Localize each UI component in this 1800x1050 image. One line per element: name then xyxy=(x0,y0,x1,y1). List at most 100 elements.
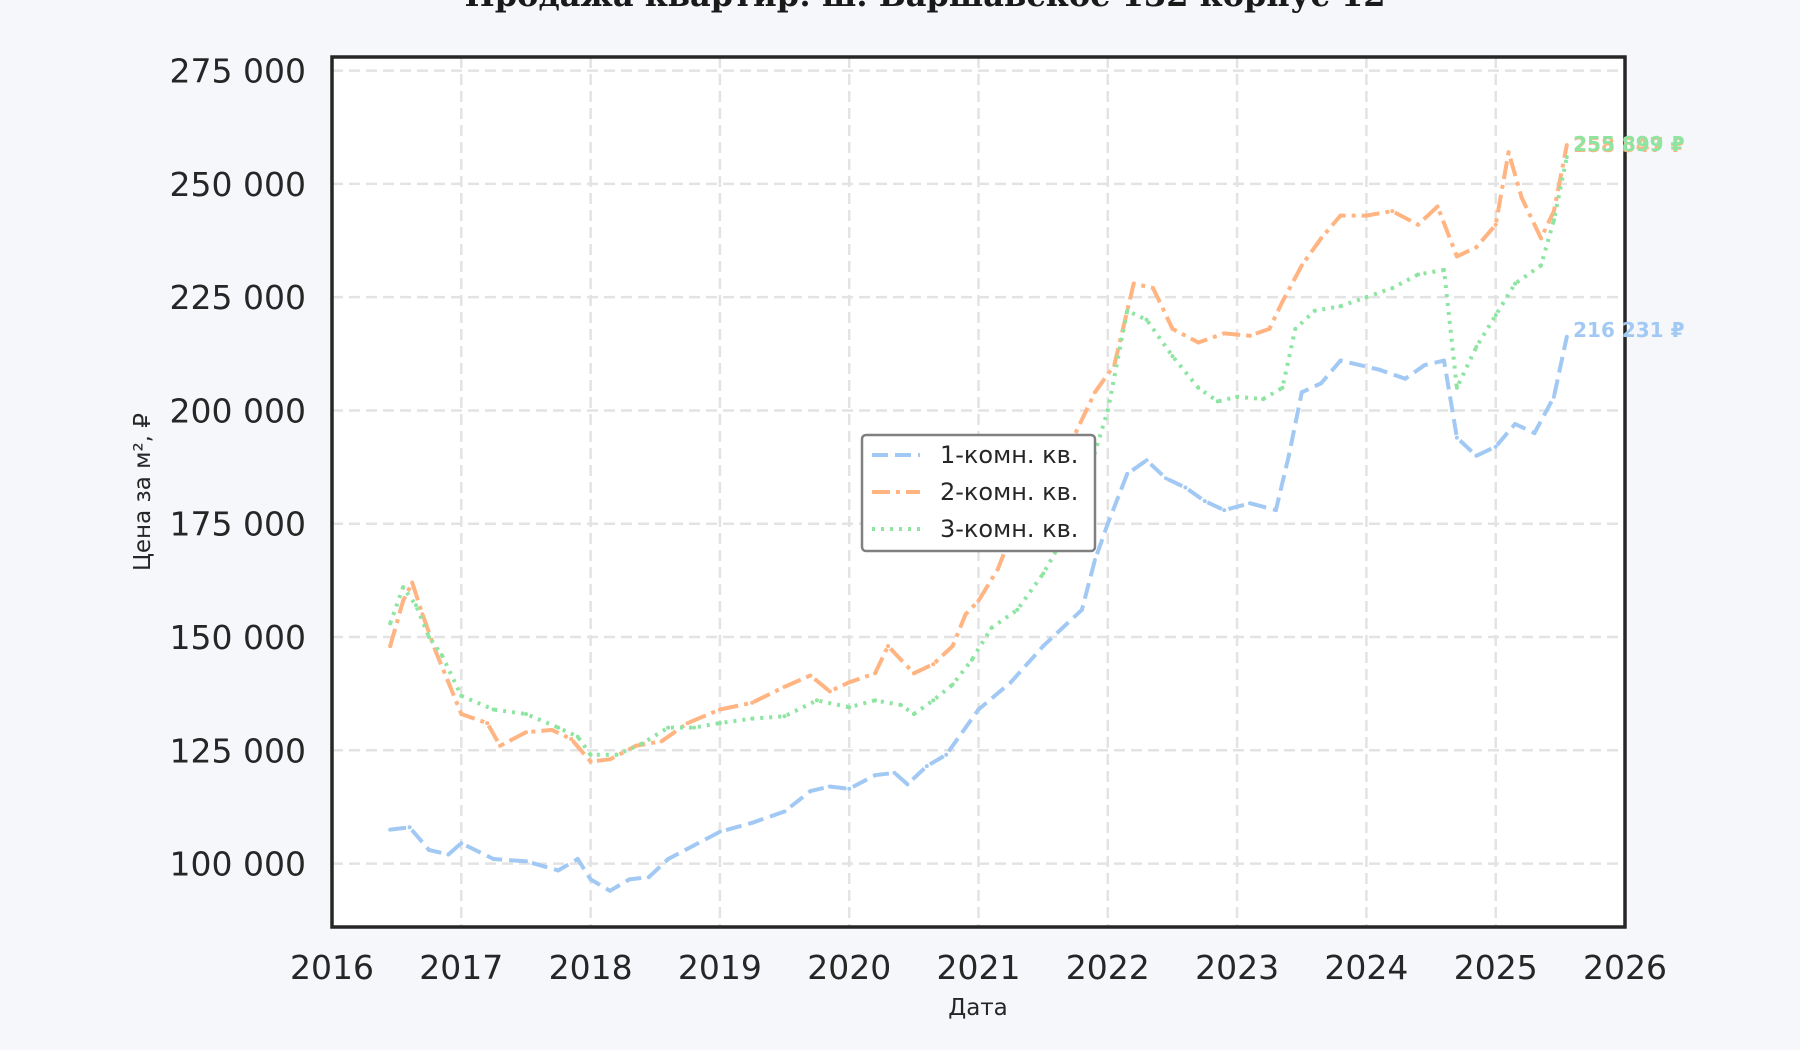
y-tick-label: 250 000 xyxy=(170,165,306,204)
data-point xyxy=(827,689,832,694)
data-point xyxy=(420,612,425,617)
data-point xyxy=(575,857,580,861)
data-point xyxy=(1364,295,1369,300)
data-point xyxy=(485,721,490,726)
legend-items: 1-комн. кв. 2-комн. кв. 3-комн. кв. xyxy=(872,441,1078,543)
data-point xyxy=(989,625,994,630)
data-point xyxy=(1551,394,1556,399)
data-point xyxy=(873,773,878,778)
data-point xyxy=(717,829,722,834)
data-point xyxy=(524,859,528,864)
x-tick-label: 2017 xyxy=(419,948,503,987)
data-point xyxy=(1280,385,1285,390)
x-tick-label: 2020 xyxy=(807,948,891,987)
data-point xyxy=(1519,195,1524,200)
data-point xyxy=(1377,367,1382,372)
data-point xyxy=(911,671,916,676)
data-point xyxy=(995,567,1000,571)
data-point xyxy=(407,825,412,830)
data-point xyxy=(1144,458,1149,463)
legend-label: 3-комн. кв. xyxy=(940,515,1078,543)
y-tick-label: 275 000 xyxy=(170,52,306,91)
data-point xyxy=(1041,571,1046,576)
data-point xyxy=(1539,236,1543,241)
data-point xyxy=(524,712,528,716)
data-point xyxy=(491,707,496,712)
data-point xyxy=(1248,501,1252,506)
x-tick-label: 2025 xyxy=(1454,948,1538,987)
end-value-label: 258 547 ₽ xyxy=(1573,133,1684,157)
data-point xyxy=(1151,286,1156,291)
data-point xyxy=(1196,340,1201,345)
end-labels: 216 231 ₽ 258 547 ₽255 899 ₽ xyxy=(1573,132,1684,342)
data-point xyxy=(401,585,406,590)
data-point xyxy=(446,852,451,857)
data-point xyxy=(588,759,593,764)
data-point xyxy=(608,757,612,762)
data-point xyxy=(931,662,936,667)
data-point xyxy=(886,644,890,649)
data-point xyxy=(549,727,554,732)
data-point xyxy=(459,712,464,716)
data-point xyxy=(950,682,955,687)
data-point xyxy=(1299,263,1304,268)
data-point xyxy=(1319,381,1324,386)
data-point xyxy=(1222,508,1227,513)
data-point xyxy=(1454,254,1459,259)
data-point xyxy=(970,657,974,662)
data-point xyxy=(524,730,528,735)
series-lines xyxy=(388,143,1569,893)
data-point xyxy=(750,700,755,705)
y-tick-label: 150 000 xyxy=(170,618,306,657)
data-point xyxy=(1454,435,1459,440)
data-point xyxy=(401,598,406,603)
data-point xyxy=(1493,444,1498,449)
data-point xyxy=(1299,390,1304,395)
legend-label: 1-комн. кв. xyxy=(940,441,1078,469)
y-tick-label: 100 000 xyxy=(170,845,306,884)
data-point xyxy=(1105,408,1110,413)
data-point xyxy=(976,598,981,603)
data-point xyxy=(1403,376,1408,381)
data-point xyxy=(1493,313,1498,318)
x-tick-label: 2018 xyxy=(549,948,633,987)
data-point xyxy=(692,843,696,848)
data-point xyxy=(1551,218,1556,223)
data-point xyxy=(963,612,968,617)
data-point xyxy=(427,848,431,852)
data-point xyxy=(1474,345,1479,349)
data-point xyxy=(1564,155,1569,160)
x-tick-label: 2023 xyxy=(1195,948,1279,987)
data-point xyxy=(782,714,787,719)
legend-label: 2-комн. кв. xyxy=(940,478,1078,506)
legend-box xyxy=(860,433,1097,553)
data-point xyxy=(1539,263,1543,268)
data-point xyxy=(1506,150,1511,155)
data-point xyxy=(614,752,619,757)
data-point xyxy=(1105,521,1110,526)
data-point xyxy=(1293,326,1298,331)
data-point xyxy=(1164,476,1168,481)
data-point xyxy=(911,712,916,716)
data-point xyxy=(556,725,561,730)
data-point xyxy=(1416,222,1421,227)
data-point xyxy=(446,680,451,685)
data-point xyxy=(873,671,878,676)
data-point xyxy=(750,820,755,825)
data-point xyxy=(685,721,690,726)
tick-labels: 2016 2017 2018 2019 2020 2021 2022 2023 2024 2025… xyxy=(170,52,1667,987)
data-point xyxy=(439,653,444,658)
data-point xyxy=(692,725,696,730)
data-point xyxy=(608,888,612,893)
y-axis-label: Цена за м², ₽ xyxy=(130,413,156,571)
data-point xyxy=(847,786,852,791)
data-point xyxy=(1170,354,1175,359)
data-point xyxy=(1235,394,1240,399)
data-point xyxy=(847,705,852,710)
data-point xyxy=(1513,422,1518,426)
data-point xyxy=(1183,485,1188,490)
data-point xyxy=(717,707,722,712)
x-tick-label: 2026 xyxy=(1583,948,1667,987)
x-tick-label: 2022 xyxy=(1066,948,1150,987)
